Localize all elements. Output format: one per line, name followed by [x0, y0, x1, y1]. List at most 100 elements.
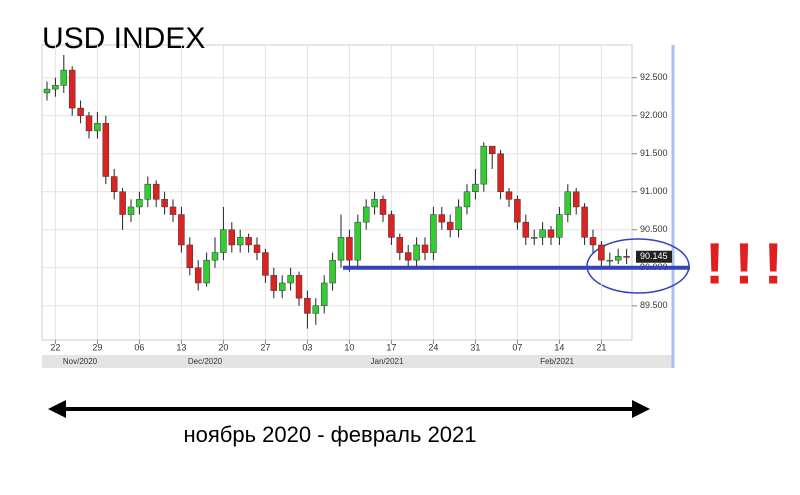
candle-body: [85, 115, 93, 132]
candle-body: [161, 199, 168, 208]
candle-body: [119, 191, 126, 215]
y-tick-label: 89.500: [640, 300, 668, 310]
candle-body: [262, 252, 269, 276]
candle-body: [127, 206, 135, 215]
x-tick-label: 13: [176, 342, 186, 352]
x-tick-label: 24: [428, 342, 438, 352]
candle-body: [304, 297, 311, 314]
x-tick-label: 06: [134, 342, 144, 352]
month-label: Dec/2020: [188, 357, 223, 366]
candle-body: [505, 191, 513, 200]
x-tick-label: 07: [512, 342, 522, 352]
candle-body: [371, 199, 378, 208]
candle-body: [497, 153, 504, 192]
candle-body: [413, 244, 420, 261]
x-tick-label: 31: [470, 342, 480, 352]
candle-body: [539, 229, 546, 238]
candle-body: [110, 176, 118, 192]
candle-body: [446, 221, 454, 231]
month-label: Feb/2021: [540, 357, 574, 366]
y-tick-label: 91.000: [640, 186, 668, 196]
candle-body: [245, 237, 252, 246]
candle-body: [379, 199, 387, 215]
x-tick-label: 03: [302, 342, 312, 352]
candle-body: [102, 123, 110, 177]
annotation: !!!: [705, 231, 793, 296]
price-marker: [636, 250, 672, 263]
candle-body: [598, 244, 605, 261]
candle-body: [68, 69, 76, 109]
candle-body: [362, 206, 370, 223]
chart-title: USD INDEX: [42, 22, 205, 55]
candle-body: [236, 237, 244, 246]
x-tick-label: 22: [50, 342, 60, 352]
candle-body: [547, 229, 555, 238]
candle-body: [329, 259, 336, 284]
y-tick-label: 90.500: [640, 224, 668, 234]
candle-body: [530, 237, 538, 239]
candle-body: [228, 229, 236, 246]
candle-body: [94, 123, 101, 132]
candle-body: [178, 214, 185, 246]
candle-body: [186, 244, 194, 269]
candle-body: [463, 191, 471, 208]
candle-body: [144, 183, 152, 200]
month-label: Jan/2021: [371, 357, 404, 366]
candle-body: [43, 88, 51, 94]
candle-body: [514, 199, 521, 223]
candle-body: [522, 221, 530, 238]
candle-body: [354, 221, 362, 261]
candle-body: [404, 252, 412, 261]
candle-body: [60, 69, 68, 86]
candle-body: [430, 214, 437, 253]
candle-body: [480, 145, 488, 185]
candle-body: [152, 183, 160, 200]
candle-body: [77, 107, 84, 116]
x-tick-label: 20: [218, 342, 228, 352]
candle-body: [421, 244, 429, 253]
month-strip: [42, 355, 674, 368]
candle-body: [564, 191, 572, 215]
candle-body: [572, 191, 580, 208]
y-tick-label: 91.500: [640, 148, 668, 158]
candle-body: [488, 145, 496, 154]
candle-body: [295, 275, 303, 299]
x-tick-label: 21: [596, 342, 606, 352]
candle-body: [278, 282, 286, 291]
y-tick-label: 92.500: [640, 72, 668, 82]
candle-body: [438, 214, 446, 223]
candle-body: [581, 206, 588, 238]
candle-body: [606, 259, 614, 262]
candle-body: [270, 275, 278, 291]
x-tick-label: 14: [554, 342, 564, 352]
candle-body: [388, 214, 395, 238]
candle-body: [614, 256, 622, 261]
candle-body: [169, 206, 177, 215]
candle-body: [320, 282, 328, 307]
candle-body: [396, 237, 404, 253]
month-label: Nov/2020: [63, 357, 98, 366]
y-tick-label: 92.000: [640, 110, 668, 120]
candle-body: [455, 206, 462, 231]
candle-body: [346, 237, 353, 261]
candle-body: [556, 214, 563, 238]
candle-body: [136, 199, 143, 208]
x-tick-label: 10: [344, 342, 354, 352]
candle-body: [194, 267, 202, 284]
candle-body: [623, 256, 630, 258]
candle-body: [312, 305, 320, 314]
x-tick-label: 27: [260, 342, 270, 352]
x-tick-label: 17: [386, 342, 396, 352]
x-tick-label: 29: [92, 342, 102, 352]
price-label: 90.145: [640, 251, 668, 261]
candle-body: [203, 259, 210, 284]
candle-body: [589, 237, 597, 246]
candle-body: [211, 252, 219, 261]
candle-body: [337, 237, 345, 261]
caption: ноябрь 2020 - февраль 2021: [183, 422, 476, 447]
candle-body: [472, 183, 479, 192]
candle-body: [253, 244, 261, 253]
candle-body: [220, 229, 227, 253]
candle-body: [52, 85, 59, 90]
